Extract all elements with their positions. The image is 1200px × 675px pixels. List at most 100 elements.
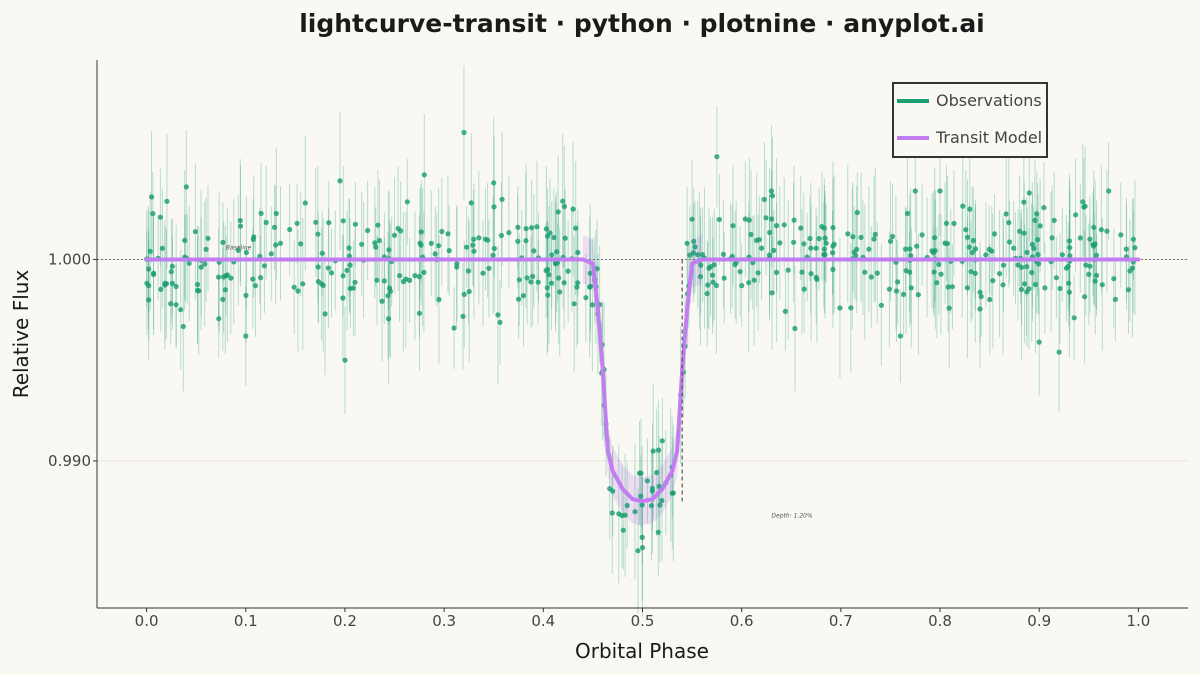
observation-point-25 xyxy=(684,240,690,246)
x-tick-label-7: 0.7 xyxy=(829,612,853,630)
observation-point-416 xyxy=(320,282,326,288)
observation-point-353 xyxy=(866,246,872,252)
observation-point-218 xyxy=(365,227,371,234)
observation-point-498 xyxy=(823,240,829,246)
observation-point-344 xyxy=(271,224,278,230)
observation-point-515 xyxy=(157,214,163,220)
observation-point-144 xyxy=(164,198,170,204)
observation-point-37 xyxy=(997,271,1003,277)
observation-point-221 xyxy=(464,244,470,250)
observation-point-390 xyxy=(237,223,244,229)
observation-point-358 xyxy=(698,262,704,268)
observation-point-392 xyxy=(1029,241,1035,247)
observation-point-6 xyxy=(258,275,264,281)
observation-point-381 xyxy=(326,220,332,226)
observation-point-10 xyxy=(337,178,343,184)
observation-point-382 xyxy=(1087,236,1093,242)
observation-point-46 xyxy=(889,233,896,240)
observation-point-155 xyxy=(530,273,536,279)
observation-point-275 xyxy=(785,267,791,273)
observation-point-308 xyxy=(404,199,410,205)
observation-point-379 xyxy=(454,264,460,270)
observation-point-300 xyxy=(461,291,467,297)
observation-point-263 xyxy=(1035,237,1041,243)
observation-point-71 xyxy=(801,241,807,247)
observation-point-90 xyxy=(1057,285,1063,292)
observation-point-182 xyxy=(192,229,198,235)
observation-point-336 xyxy=(222,287,228,293)
observation-point-261 xyxy=(945,284,951,290)
x-axis-label: Orbital Phase xyxy=(575,639,709,663)
observation-point-91 xyxy=(315,264,321,270)
observation-point-187 xyxy=(821,225,827,231)
observation-point-51 xyxy=(202,261,208,267)
observation-point-205 xyxy=(515,224,521,230)
observation-point-413 xyxy=(951,220,957,227)
observation-point-406 xyxy=(632,509,638,515)
observation-point-35 xyxy=(937,188,943,194)
observation-point-158 xyxy=(561,280,567,286)
observation-point-486 xyxy=(908,285,914,291)
x-axis-ticks: 0.0 0.1 0.2 0.3 0.4 0.5 0.6 0.7 0.8 0.9 1.0 xyxy=(135,608,1150,630)
observation-point-396 xyxy=(697,274,704,280)
observation-point-171 xyxy=(150,211,156,217)
observation-point-513 xyxy=(1086,271,1092,277)
x-tick-label-4: 0.4 xyxy=(531,612,555,630)
observation-point-505 xyxy=(1066,280,1072,286)
observation-point-293 xyxy=(1083,262,1089,268)
observation-point-254 xyxy=(801,286,807,292)
observation-point-378 xyxy=(769,193,776,199)
observation-point-14 xyxy=(451,325,457,331)
observation-point-39 xyxy=(1036,339,1042,345)
observation-point-143 xyxy=(575,280,581,286)
observation-point-466 xyxy=(162,282,168,288)
observation-point-38 xyxy=(1026,190,1032,196)
observation-point-489 xyxy=(340,218,346,224)
observation-point-517 xyxy=(235,247,241,253)
observation-point-61 xyxy=(1018,286,1025,293)
observation-point-324 xyxy=(1059,252,1065,258)
observation-point-30 xyxy=(808,271,814,277)
observation-point-503 xyxy=(830,250,836,256)
observation-point-520 xyxy=(648,503,655,509)
observation-point-434 xyxy=(216,316,222,322)
observation-point-403 xyxy=(557,289,563,295)
observation-point-152 xyxy=(700,252,706,258)
observation-point-422 xyxy=(250,236,256,243)
observation-point-322 xyxy=(949,284,956,290)
observation-point-497 xyxy=(868,274,874,280)
observation-point-85 xyxy=(498,232,504,239)
observation-point-241 xyxy=(468,200,474,206)
observation-point-17 xyxy=(520,293,527,299)
observation-point-212 xyxy=(574,284,580,290)
observation-point-156 xyxy=(583,295,589,301)
observation-point-409 xyxy=(1024,249,1030,255)
observation-point-236 xyxy=(465,268,471,274)
observation-point-342 xyxy=(273,242,279,248)
observation-point-28 xyxy=(739,283,745,289)
observation-point-139 xyxy=(1066,238,1072,244)
observation-point-163 xyxy=(813,245,819,251)
observation-point-133 xyxy=(545,292,551,298)
observation-point-514 xyxy=(970,237,977,244)
observation-point-491 xyxy=(907,269,913,275)
observation-point-223 xyxy=(243,249,249,256)
observation-point-343 xyxy=(966,244,972,250)
observation-point-72 xyxy=(169,280,175,286)
observation-point-164 xyxy=(417,240,423,246)
observation-point-507 xyxy=(416,274,422,280)
observation-point-170 xyxy=(173,302,179,308)
observation-point-414 xyxy=(205,235,211,241)
observation-point-468 xyxy=(587,283,594,289)
observation-point-440 xyxy=(830,266,836,273)
observation-point-374 xyxy=(561,203,568,210)
observation-point-376 xyxy=(816,236,822,242)
observation-point-441 xyxy=(1099,282,1105,288)
observation-point-296 xyxy=(774,269,780,275)
observation-point-377 xyxy=(657,502,663,508)
observation-point-97 xyxy=(960,203,966,209)
observation-point-190 xyxy=(946,305,952,311)
x-tick-label-1: 0.1 xyxy=(234,612,258,630)
observation-point-253 xyxy=(224,272,230,278)
observation-point-309 xyxy=(575,249,581,256)
